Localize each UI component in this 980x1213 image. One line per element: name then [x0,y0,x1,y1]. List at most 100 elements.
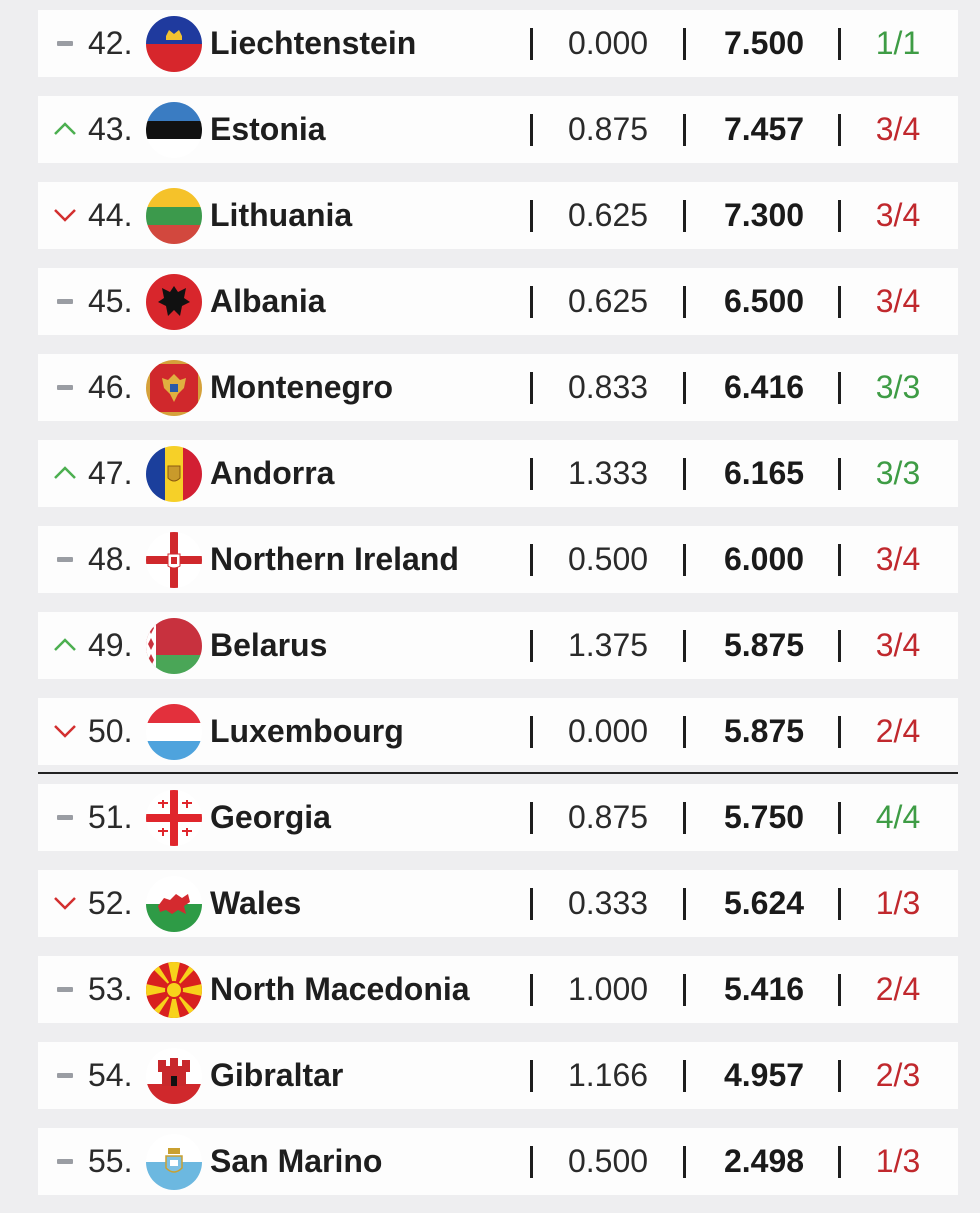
country-name: North Macedonia [210,971,470,1007]
total-coefficient: 5.875 [723,627,805,663]
season-coefficient: 1.000 [567,971,649,1007]
season-coefficient: 0.833 [567,369,649,405]
divider [683,200,686,232]
belarus-flag-icon [146,618,202,674]
trend-same-icon [52,1062,78,1088]
trend-up-icon [52,460,78,486]
season-coefficient: 1.166 [567,1057,649,1093]
clubs-remaining: 3/4 [875,283,921,319]
divider [838,888,841,920]
rank: 47. [88,455,133,491]
season-coefficient: 0.000 [567,25,649,61]
trend-down-icon [52,718,78,744]
country-name: Albania [210,283,326,319]
divider [838,802,841,834]
total-coefficient: 7.500 [723,25,805,61]
divider [530,716,533,748]
total-coefficient: 5.750 [723,799,805,835]
trend-same-icon [52,976,78,1002]
country-name: Georgia [210,799,331,835]
clubs-remaining: 1/3 [875,1143,921,1179]
clubs-remaining: 3/4 [875,111,921,147]
divider [683,802,686,834]
luxembourg-flag-icon [146,704,202,760]
clubs-remaining: 1/1 [875,25,921,61]
divider [683,974,686,1006]
trend-up-icon [52,632,78,658]
total-coefficient: 5.416 [723,971,805,1007]
montenegro-flag-icon [146,360,202,416]
table-row: 44. Lithuania 0.625 7.300 3/4 [38,182,958,249]
divider [683,630,686,662]
country-name: Lithuania [210,197,353,233]
divider [530,1146,533,1178]
total-coefficient: 7.300 [723,197,805,233]
divider [838,630,841,662]
rank: 53. [88,971,133,1007]
divider [530,28,533,60]
divider [530,974,533,1006]
lithuania-flag-icon [146,188,202,244]
season-coefficient: 0.000 [567,713,649,749]
estonia-flag-icon [146,102,202,158]
rank: 49. [88,627,133,663]
rank: 50. [88,713,133,749]
clubs-remaining: 1/3 [875,885,921,921]
total-coefficient: 5.875 [723,713,805,749]
total-coefficient: 2.498 [723,1143,805,1179]
trend-down-icon [52,890,78,916]
table-row: 53. North Macedonia 1.000 5.416 2/4 [38,956,958,1023]
wales-flag-icon [146,876,202,932]
season-coefficient: 0.500 [567,541,649,577]
rank: 45. [88,283,133,319]
total-coefficient: 6.165 [723,455,805,491]
divider [838,28,841,60]
country-name: Liechtenstein [210,25,417,61]
rank: 51. [88,799,133,835]
divider [530,1060,533,1092]
divider [683,888,686,920]
divider [838,1146,841,1178]
divider [838,114,841,146]
country-name: Gibraltar [210,1057,344,1093]
clubs-remaining: 3/3 [875,455,921,491]
total-coefficient: 6.000 [723,541,805,577]
cutoff-line [38,772,958,774]
divider [838,458,841,490]
divider [683,372,686,404]
divider [683,1146,686,1178]
country-name: Montenegro [210,369,394,405]
clubs-remaining: 3/4 [875,541,921,577]
divider [530,114,533,146]
country-name: Belarus [210,627,328,663]
andorra-flag-icon [146,446,202,502]
season-coefficient: 0.875 [567,799,649,835]
table-row: 50. Luxembourg 0.000 5.875 2/4 [38,698,958,765]
divider [530,802,533,834]
total-coefficient: 4.957 [723,1057,805,1093]
rank: 55. [88,1143,133,1179]
total-coefficient: 7.457 [723,111,805,147]
table-row: 52. Wales 0.333 5.624 1/3 [38,870,958,937]
table-row: 42. Liechtenstein 0.000 7.500 1/1 [38,10,958,77]
total-coefficient: 5.624 [723,885,805,921]
rank: 46. [88,369,133,405]
north-macedonia-flag-icon [146,962,202,1018]
table-row: 48. Northern Ireland 0.500 6.000 3/4 [38,526,958,593]
divider [838,200,841,232]
season-coefficient: 1.333 [567,455,649,491]
divider [838,1060,841,1092]
clubs-remaining: 2/4 [875,971,921,1007]
country-name: Andorra [210,455,335,491]
liechtenstein-flag-icon [146,16,202,72]
trend-same-icon [52,804,78,830]
trend-same-icon [52,546,78,572]
divider [838,372,841,404]
san-marino-flag-icon [146,1134,202,1190]
divider [838,716,841,748]
divider [683,544,686,576]
table-row: 51. Georgia 0.875 5.750 4/4 [38,784,958,851]
trend-same-icon [52,30,78,56]
season-coefficient: 1.375 [567,627,649,663]
divider [683,716,686,748]
